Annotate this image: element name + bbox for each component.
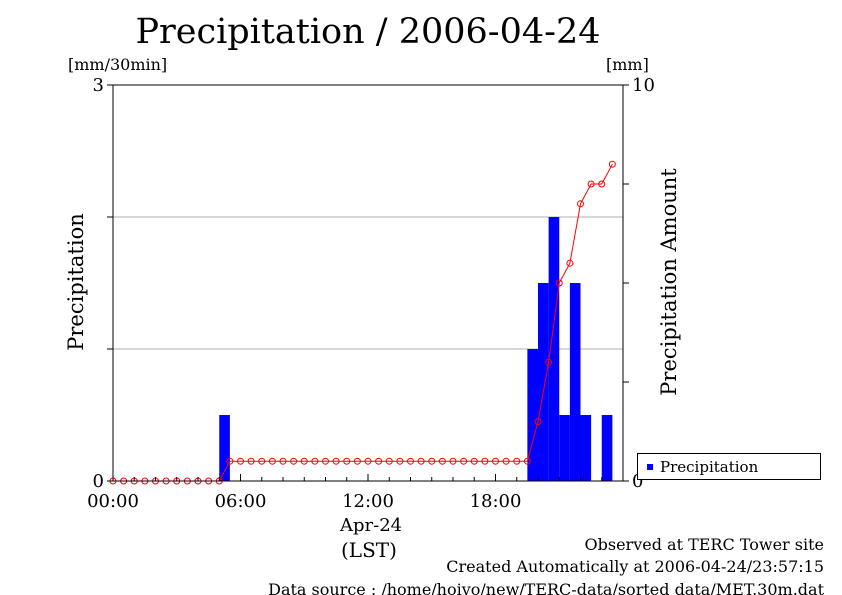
y-axis-label-left: Precipitation bbox=[64, 213, 88, 351]
cumulative-point bbox=[545, 358, 553, 366]
cumulative-point bbox=[237, 457, 244, 465]
cumulative-point bbox=[258, 457, 266, 465]
x-tick-label: 06:00 bbox=[215, 491, 267, 512]
cumulative-point bbox=[449, 457, 457, 465]
precipitation-bar bbox=[601, 415, 613, 481]
cumulative-point bbox=[513, 457, 521, 465]
x-tick-label: 18:00 bbox=[470, 491, 522, 512]
cumulative-point bbox=[492, 457, 499, 465]
cumulative-point bbox=[279, 457, 287, 465]
legend-swatch bbox=[647, 464, 653, 470]
cumulative-point bbox=[587, 180, 595, 188]
precipitation-bar bbox=[580, 415, 592, 481]
x-axis-label-date: Apr-24 bbox=[340, 515, 403, 536]
cumulative-point bbox=[417, 457, 425, 465]
cumulative-point bbox=[428, 457, 436, 465]
observed-note: Observed at TERC Tower site bbox=[584, 535, 825, 554]
precipitation-bar bbox=[548, 217, 560, 481]
cumulative-point bbox=[566, 259, 574, 267]
left-unit-label: [mm/30min] bbox=[68, 55, 168, 74]
source-note: Data source : /home/hoivo/new/TERC-data/… bbox=[268, 580, 824, 595]
precipitation-bar bbox=[527, 349, 538, 481]
precipitation-bar bbox=[569, 283, 581, 481]
cumulative-point bbox=[385, 457, 393, 465]
created-note: Created Automatically at 2006-04-24/23:5… bbox=[446, 557, 824, 576]
cumulative-point bbox=[375, 457, 383, 465]
x-axis-label-lst: (LST) bbox=[341, 538, 397, 562]
cumulative-point bbox=[396, 457, 404, 465]
cumulative-point bbox=[322, 457, 329, 465]
precipitation-bar bbox=[559, 415, 570, 481]
cumulative-point bbox=[311, 457, 319, 465]
chart-legend: Precipitation bbox=[637, 453, 821, 480]
cumulative-point bbox=[226, 457, 234, 465]
y-tick-label-left: 3 bbox=[93, 75, 104, 96]
cumulative-point bbox=[598, 180, 606, 188]
cumulative-point bbox=[353, 457, 361, 465]
cumulative-point bbox=[608, 160, 616, 168]
cumulative-point bbox=[407, 457, 414, 465]
y-tick-label-left: 0 bbox=[93, 471, 104, 492]
cumulative-point bbox=[290, 457, 298, 465]
y-tick-label-right: 0 bbox=[632, 471, 643, 492]
precipitation-bar bbox=[219, 415, 230, 481]
chart-title: Precipitation / 2006-04-24 bbox=[135, 12, 601, 52]
precipitation-bar bbox=[538, 283, 549, 481]
y-axis-label-right: Precipitation Amount bbox=[657, 168, 681, 396]
cumulative-point bbox=[343, 457, 351, 465]
cumulative-point bbox=[332, 457, 340, 465]
cumulative-point bbox=[577, 200, 584, 208]
cumulative-point bbox=[523, 457, 531, 465]
cumulative-point bbox=[481, 457, 489, 465]
cumulative-point bbox=[502, 457, 510, 465]
x-tick-label: 00:00 bbox=[87, 491, 139, 512]
cumulative-point bbox=[438, 457, 446, 465]
x-tick-label: 12:00 bbox=[342, 491, 394, 512]
cumulative-point bbox=[247, 457, 255, 465]
cumulative-point bbox=[300, 457, 308, 465]
right-unit-label: [mm] bbox=[606, 55, 649, 74]
cumulative-point bbox=[460, 457, 468, 465]
cumulative-point bbox=[555, 279, 563, 287]
cumulative-point bbox=[470, 457, 478, 465]
y-tick-label-right: 10 bbox=[632, 75, 655, 96]
legend-label: Precipitation bbox=[660, 458, 759, 476]
cumulative-point bbox=[268, 457, 276, 465]
cumulative-point bbox=[534, 418, 542, 426]
cumulative-point bbox=[364, 457, 372, 465]
